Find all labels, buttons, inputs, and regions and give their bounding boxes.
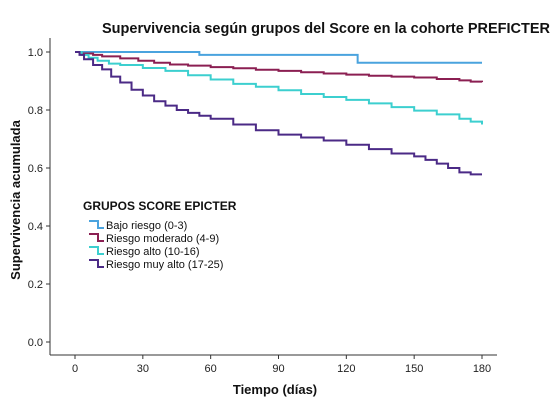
x-tick-label: 150 (405, 363, 423, 375)
y-axis-label: Supervivencia acumulada (8, 119, 23, 279)
chart-title: Supervivencia según grupos del Score en … (102, 21, 551, 37)
series-line-2 (75, 51, 483, 125)
legend-symbol-3 (89, 259, 104, 268)
y-tick-label: 0.2 (28, 279, 43, 291)
y-tick-label: 0.0 (28, 337, 43, 349)
legend-symbol-1 (89, 233, 104, 242)
series-line-3 (75, 51, 482, 176)
legend-symbol-2 (89, 246, 104, 255)
legend-label-3: Riesgo muy alto (17-25) (106, 259, 223, 271)
plot-area: 0.0 0.2 0.4 0.6 0.8 1.0 0 30 60 90 120 150 180 (28, 38, 497, 375)
legend-title: GRUPOS SCORE EPICTER (83, 199, 237, 213)
y-tick-label: 1.0 (28, 47, 43, 59)
legend-label-1: Riesgo moderado (4-9) (106, 233, 219, 245)
series-line-0 (75, 51, 482, 64)
x-tick-label: 90 (272, 363, 284, 375)
x-tick-label: 180 (473, 363, 491, 375)
legend-label-0: Bajo riesgo (0-3) (106, 220, 187, 232)
series-layer (75, 51, 483, 176)
x-tick-label: 60 (205, 363, 217, 375)
y-ticks: 0.0 0.2 0.4 0.6 0.8 1.0 (28, 47, 50, 349)
legend-items: Bajo riesgo (0-3)Riesgo moderado (4-9)Ri… (89, 220, 223, 271)
x-ticks: 0 30 60 90 120 150 180 (72, 355, 491, 375)
legend: GRUPOS SCORE EPICTER Bajo riesgo (0-3)Ri… (83, 199, 237, 271)
legend-symbol-0 (89, 220, 104, 229)
x-tick-label: 30 (137, 363, 149, 375)
x-axis-label: Tiempo (días) (233, 382, 317, 397)
y-tick-label: 0.6 (28, 163, 43, 175)
x-tick-label: 0 (72, 363, 78, 375)
y-tick-label: 0.4 (28, 221, 43, 233)
y-tick-label: 0.8 (28, 105, 43, 117)
legend-label-2: Riesgo alto (10-16) (106, 246, 200, 258)
series-line-1 (75, 51, 483, 83)
x-tick-label: 120 (337, 363, 355, 375)
